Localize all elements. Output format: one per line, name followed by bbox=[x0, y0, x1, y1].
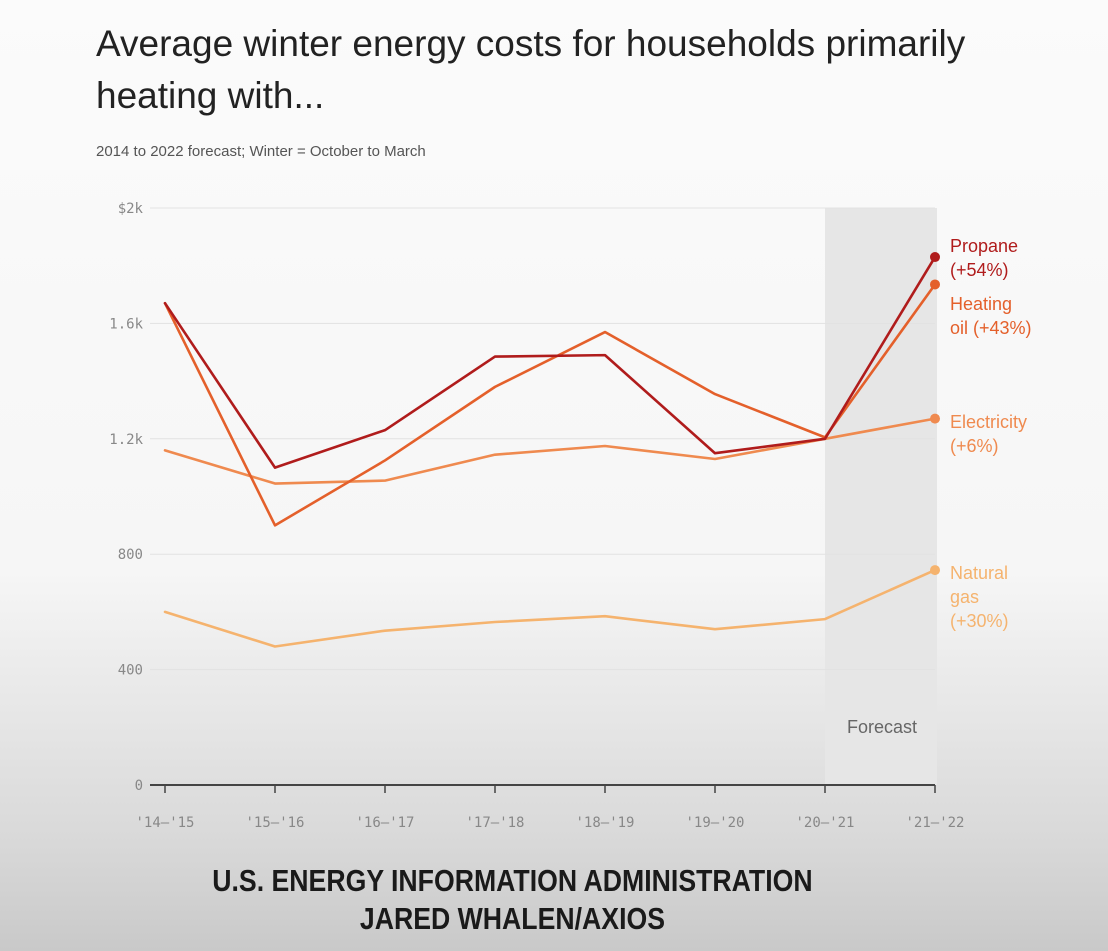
series-line-heating-oil bbox=[163, 283, 937, 527]
series-label-line: Natural bbox=[950, 563, 1008, 583]
y-tick-label: $2k bbox=[118, 201, 144, 217]
series-label-natural-gas: Natural gas (+30%) bbox=[950, 563, 1009, 631]
x-tick-label: '20–'21 bbox=[795, 815, 854, 831]
series-labels: Natural gas (+30%) Electricity (+6%) Heating o… bbox=[950, 236, 1032, 631]
series-label-line: oil (+43%) bbox=[950, 318, 1032, 338]
series-label-electricity: Electricity (+6%) bbox=[950, 412, 1027, 456]
line-chart: Forecast 0 400 800 1.2k 1.6k $2k '14–'15 '15–'1… bbox=[109, 201, 1032, 831]
data-point bbox=[930, 279, 940, 290]
series-label-propane: Propane (+54%) bbox=[950, 236, 1018, 280]
series-line-electricity bbox=[163, 417, 937, 485]
data-point bbox=[930, 252, 940, 263]
forecast-band-layer: Forecast bbox=[825, 208, 937, 785]
series-label-line: (+6%) bbox=[950, 436, 999, 456]
x-tick-label: '19–'20 bbox=[685, 815, 744, 831]
axes: 0 400 800 1.2k 1.6k $2k '14–'15 '15–'16 '16–'17 '… bbox=[109, 201, 964, 831]
series-label-line: Electricity bbox=[950, 412, 1027, 432]
series-label-line: (+54%) bbox=[950, 260, 1009, 280]
credit-author: JARED WHALEN/AXIOS bbox=[359, 901, 665, 936]
forecast-label: Forecast bbox=[847, 717, 917, 737]
credit-source: U.S. ENERGY INFORMATION ADMINISTRATION bbox=[212, 863, 813, 898]
y-tick-label: 400 bbox=[118, 663, 143, 679]
x-tick-label: '16–'17 bbox=[355, 815, 414, 831]
series-line-propane bbox=[163, 255, 937, 469]
series-label-line: (+30%) bbox=[950, 611, 1009, 631]
y-tick-label: 800 bbox=[118, 547, 143, 563]
series-lines bbox=[163, 252, 940, 648]
series-label-line: Heating bbox=[950, 294, 1012, 314]
data-point bbox=[930, 565, 940, 576]
series-label-line: Propane bbox=[950, 236, 1018, 256]
series-label-line: gas bbox=[950, 587, 979, 607]
series-label-heating-oil: Heating oil (+43%) bbox=[950, 294, 1032, 338]
y-tick-label: 1.2k bbox=[109, 432, 143, 448]
data-point bbox=[930, 413, 940, 424]
chart-subtitle: 2014 to 2022 forecast; Winter = October … bbox=[96, 143, 426, 160]
x-tick-label: '14–'15 bbox=[135, 815, 194, 831]
series-line-natural-gas bbox=[163, 568, 937, 648]
chart-title: Average winter energy costs for househol… bbox=[96, 23, 966, 116]
y-tick-label: 1.6k bbox=[109, 316, 143, 332]
x-tick-label: '17–'18 bbox=[465, 815, 524, 831]
x-tick-label: '21–'22 bbox=[905, 815, 964, 831]
x-tick-label: '15–'16 bbox=[245, 815, 304, 831]
gridlines bbox=[150, 207, 935, 671]
y-tick-label: 0 bbox=[135, 778, 143, 794]
credits: U.S. ENERGY INFORMATION ADMINISTRATION J… bbox=[72, 862, 954, 938]
x-tick-label: '18–'19 bbox=[575, 815, 634, 831]
forecast-band bbox=[825, 208, 937, 785]
